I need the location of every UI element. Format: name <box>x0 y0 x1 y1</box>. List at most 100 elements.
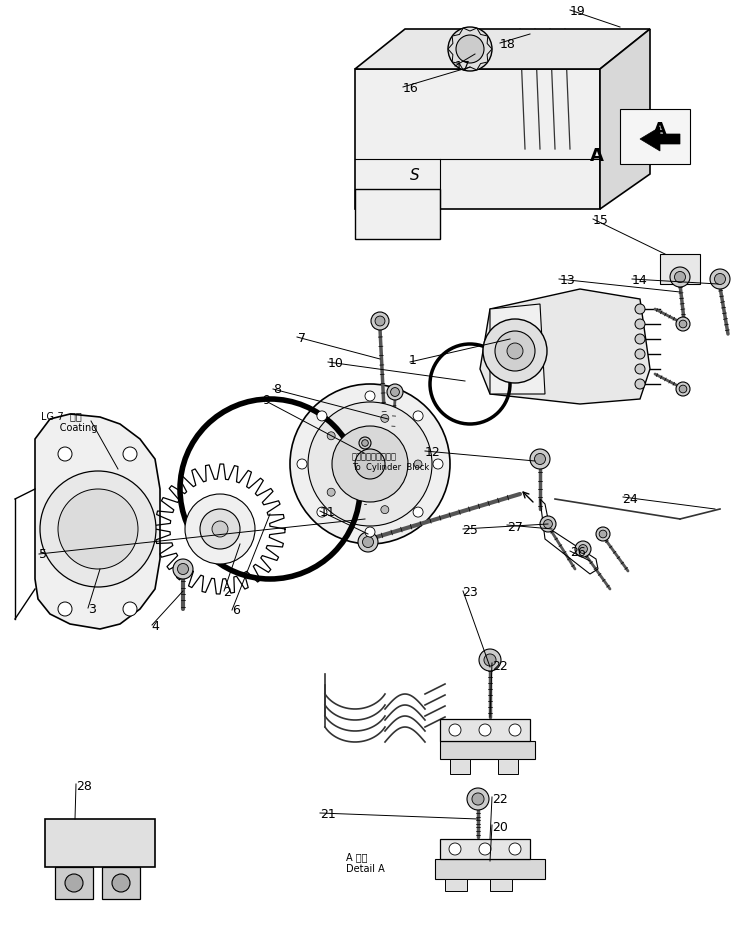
Circle shape <box>509 724 521 736</box>
Bar <box>660 255 700 285</box>
Circle shape <box>456 36 484 64</box>
Text: 14: 14 <box>632 273 648 286</box>
Circle shape <box>371 312 389 331</box>
Polygon shape <box>448 29 492 70</box>
Text: 18: 18 <box>500 38 515 51</box>
Polygon shape <box>600 30 650 210</box>
Text: 8: 8 <box>273 383 281 396</box>
Text: シリンダブロックへ
To  Cylinder  Block: シリンダブロックへ To Cylinder Block <box>352 452 429 471</box>
Circle shape <box>670 268 690 287</box>
Polygon shape <box>480 289 650 404</box>
Text: 27: 27 <box>507 520 523 533</box>
Circle shape <box>575 541 591 557</box>
Circle shape <box>599 530 607 539</box>
Circle shape <box>449 724 461 736</box>
Circle shape <box>365 527 375 538</box>
Circle shape <box>327 489 335 497</box>
Circle shape <box>358 532 378 552</box>
Bar <box>620 110 690 165</box>
Circle shape <box>123 448 137 462</box>
Circle shape <box>635 349 645 360</box>
Circle shape <box>290 385 450 544</box>
Circle shape <box>375 317 385 326</box>
Text: 7: 7 <box>298 332 306 345</box>
Text: 6: 6 <box>232 603 240 616</box>
Circle shape <box>714 274 726 286</box>
Text: S: S <box>410 167 420 183</box>
Text: A: A <box>653 121 667 139</box>
Circle shape <box>679 386 687 393</box>
Text: 16: 16 <box>402 82 418 95</box>
Polygon shape <box>355 70 600 210</box>
Circle shape <box>479 724 491 736</box>
Circle shape <box>317 508 327 517</box>
Text: 13: 13 <box>560 273 575 286</box>
Circle shape <box>675 273 685 283</box>
Circle shape <box>540 516 556 532</box>
Circle shape <box>710 270 730 289</box>
Circle shape <box>365 391 375 401</box>
Circle shape <box>381 506 389 514</box>
Circle shape <box>359 438 371 450</box>
Bar <box>435 859 545 879</box>
Bar <box>440 742 535 759</box>
Circle shape <box>185 494 255 565</box>
Circle shape <box>544 520 553 528</box>
Circle shape <box>58 603 72 616</box>
Circle shape <box>308 402 432 527</box>
Circle shape <box>40 472 156 588</box>
Circle shape <box>433 460 443 469</box>
Circle shape <box>413 412 423 422</box>
Text: 23: 23 <box>462 585 478 598</box>
Text: 24: 24 <box>622 492 638 505</box>
Text: 5: 5 <box>39 548 47 561</box>
Circle shape <box>332 426 408 502</box>
Bar <box>498 759 518 774</box>
Circle shape <box>387 385 403 400</box>
Text: 9: 9 <box>262 394 270 407</box>
Text: 10: 10 <box>328 357 343 370</box>
Text: 3: 3 <box>88 603 96 616</box>
Polygon shape <box>355 190 440 240</box>
Circle shape <box>472 794 484 806</box>
Circle shape <box>58 489 138 569</box>
Circle shape <box>327 432 335 440</box>
Circle shape <box>177 564 188 575</box>
Circle shape <box>200 510 240 550</box>
Text: 2: 2 <box>223 585 231 598</box>
Circle shape <box>635 379 645 389</box>
Text: A: A <box>589 146 604 165</box>
Circle shape <box>479 843 491 855</box>
Bar <box>445 879 467 891</box>
Circle shape <box>413 508 423 517</box>
Text: 15: 15 <box>592 214 608 227</box>
Bar <box>440 839 530 859</box>
Text: 26: 26 <box>570 545 586 558</box>
Text: 4: 4 <box>152 619 160 632</box>
Text: 28: 28 <box>76 780 92 793</box>
Circle shape <box>635 335 645 345</box>
Circle shape <box>390 388 399 397</box>
Text: 1: 1 <box>409 353 417 366</box>
Circle shape <box>495 332 535 372</box>
Circle shape <box>355 450 385 479</box>
Text: 25: 25 <box>462 524 478 537</box>
Circle shape <box>579 545 587 553</box>
Circle shape <box>362 440 368 447</box>
Text: A 詳細
Detail A: A 詳細 Detail A <box>346 851 384 873</box>
Circle shape <box>676 383 690 397</box>
Circle shape <box>676 318 690 332</box>
Circle shape <box>414 461 422 468</box>
Text: 20: 20 <box>492 820 508 833</box>
Circle shape <box>173 559 193 579</box>
Circle shape <box>448 28 492 72</box>
Bar <box>45 819 155 867</box>
Circle shape <box>112 874 130 892</box>
Circle shape <box>381 415 389 423</box>
Circle shape <box>65 874 83 892</box>
Circle shape <box>123 603 137 616</box>
Text: 11: 11 <box>320 505 336 518</box>
Circle shape <box>596 527 610 541</box>
Circle shape <box>509 843 521 855</box>
Bar <box>55 867 93 899</box>
